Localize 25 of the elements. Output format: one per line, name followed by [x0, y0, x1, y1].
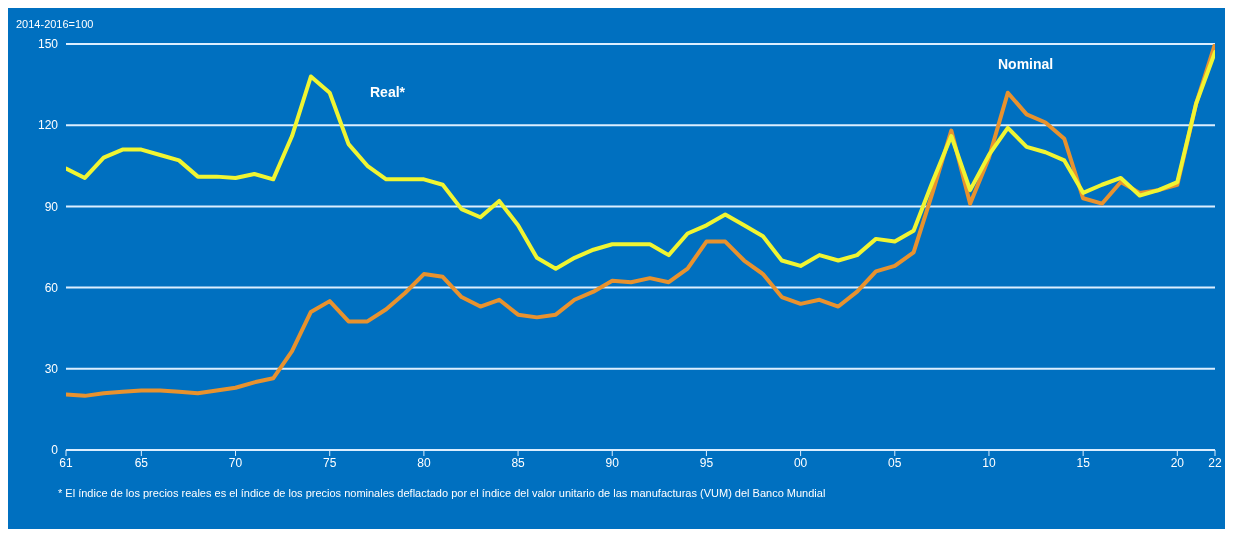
y-axis-title: 2014-2016=100 [16, 18, 94, 30]
y-tick-label: 120 [37, 118, 59, 133]
x-tick-label: 65 [134, 455, 149, 470]
text: * El índice de los precios reales es el índice de los precios nominales deflactado por el índice del valor unitario de las manufacturas (VUM) del Banco Mundial [58, 486, 827, 501]
series-label: Nominal [998, 56, 1054, 72]
x-tick-label: 05 [888, 455, 902, 470]
x-tick-label: 90 [605, 455, 620, 470]
x-tick-label: 70 [228, 455, 243, 470]
x-tick-label: 61 [59, 455, 73, 470]
x-tick-label: 10 [982, 455, 996, 470]
x-tick-label: 15 [1076, 455, 1091, 470]
x-tick-label: 95 [699, 455, 714, 470]
text: Real* [370, 84, 406, 100]
y-tick-label: 150 [37, 37, 59, 52]
line-series [66, 50, 1215, 271]
y-tick-label: 30 [44, 362, 59, 377]
y-tick-label: 90 [44, 199, 59, 214]
x-tick-label: 22 [1208, 455, 1222, 470]
y-tick-label: 60 [44, 280, 59, 295]
x-tick-label: 00 [793, 455, 808, 470]
x-tick-label: 20 [1170, 455, 1185, 470]
y-tick-label: 0 [51, 443, 59, 458]
x-tick-label: 75 [323, 455, 337, 470]
x-tick-label: 80 [417, 455, 431, 470]
x-tick-label: 85 [511, 455, 526, 470]
